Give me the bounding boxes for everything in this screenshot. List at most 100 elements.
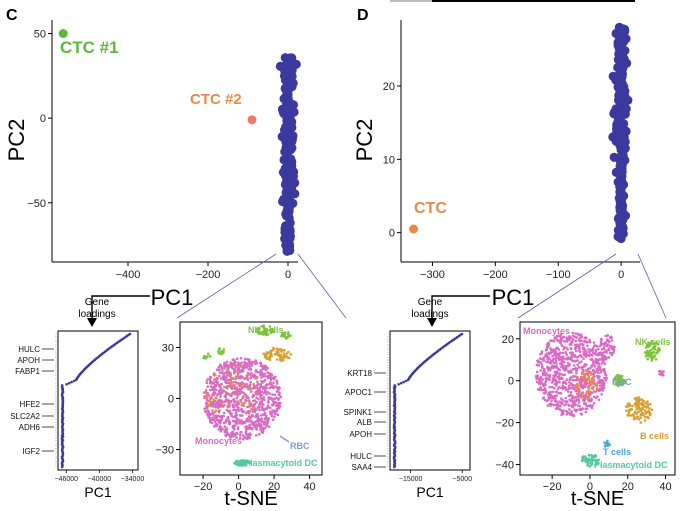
monocyte-cell <box>240 407 243 411</box>
monocyte-cell <box>270 414 274 418</box>
monocyte-cell <box>262 366 265 370</box>
monocyte-cell <box>254 368 258 372</box>
orange-cell <box>580 380 583 384</box>
monocyte-cell <box>241 420 245 424</box>
monocyte-cell <box>535 380 539 384</box>
monocyte-cell <box>573 347 577 351</box>
monocyte-cell <box>597 377 600 380</box>
monocyte-cell <box>205 399 209 402</box>
monocyte-cell <box>560 358 564 362</box>
monocyte-cell <box>578 408 581 411</box>
cluster-label-rbc: RBC <box>612 377 632 387</box>
orange-cell <box>227 401 230 405</box>
orange-cell <box>242 383 246 386</box>
cell-point <box>622 58 632 68</box>
monocyte-cell <box>551 377 555 380</box>
monocyte-cell <box>223 367 226 370</box>
monocyte-cell <box>560 413 563 417</box>
monocyte-cell <box>572 364 576 367</box>
monocyte-cell <box>598 357 601 361</box>
monocyte-cell <box>564 400 567 403</box>
pdc-cell <box>237 463 241 467</box>
nk-cell <box>652 345 656 349</box>
nk-cell <box>203 354 206 358</box>
bcell-cell <box>287 356 291 360</box>
monocyte-cell <box>559 376 563 380</box>
orange-cell <box>585 395 589 398</box>
monocyte-cell <box>225 433 229 436</box>
nk-cell <box>258 327 261 331</box>
pdc-cell <box>588 454 591 457</box>
monocyte-cell <box>259 428 262 431</box>
monocyte-cell <box>273 415 276 419</box>
bcell-cell <box>289 353 293 356</box>
monocyte-cell <box>581 407 584 410</box>
tcell-cell <box>603 444 607 448</box>
orange-cell <box>240 403 244 407</box>
monocyte-cell <box>544 380 548 383</box>
cluster-label-nk: NK cells <box>635 337 671 347</box>
nk-cell <box>653 348 657 351</box>
monocyte-cell <box>552 339 556 343</box>
monocyte-cell <box>222 405 225 408</box>
monocyte-cell <box>268 406 272 410</box>
monocyte-cell <box>545 348 549 351</box>
monocyte-cell <box>574 359 578 363</box>
monocyte-cell <box>213 414 216 418</box>
monocyte-cell <box>598 363 601 366</box>
monocyte-cell <box>208 375 212 379</box>
monocyte-cell <box>580 413 583 416</box>
monocyte-cell <box>216 404 220 408</box>
monocyte-cell <box>238 383 241 387</box>
monocyte-cell <box>553 353 556 356</box>
nk-cell <box>655 351 658 355</box>
cell-point <box>280 127 290 137</box>
monocyte-cell <box>561 351 564 355</box>
monocyte-cell <box>562 381 566 385</box>
orange-cell <box>589 390 592 393</box>
monocyte-cell <box>583 382 586 385</box>
monocyte-cell <box>571 334 575 338</box>
orange-cell <box>586 385 590 389</box>
monocyte-cell <box>255 396 258 400</box>
monocyte-cell <box>271 418 275 422</box>
monocyte-cell <box>577 404 580 407</box>
monocyte-cell <box>233 424 237 427</box>
monocyte-cell <box>541 358 545 362</box>
orange-cell <box>219 383 222 386</box>
cell-point <box>285 225 295 235</box>
pdc-cell <box>594 459 597 462</box>
monocyte-cell <box>235 432 239 436</box>
monocyte-cell <box>255 401 258 404</box>
monocyte-cell <box>227 415 230 419</box>
orange-cell <box>242 394 245 398</box>
monocyte-cell <box>591 346 595 350</box>
monocyte-cell <box>213 420 217 423</box>
monocyte-cell <box>218 399 221 403</box>
monocyte-cell <box>247 364 251 368</box>
nk-cell <box>654 341 657 345</box>
monocyte-cell <box>238 370 242 374</box>
monocyte-cell <box>547 398 550 402</box>
monocyte-cell <box>271 393 274 396</box>
monocyte-cell <box>266 406 269 410</box>
orange-cell <box>589 383 593 386</box>
monocyte-cell <box>588 405 592 408</box>
monocyte-cell <box>266 371 270 374</box>
cell-point <box>615 161 625 171</box>
monocyte-cell <box>562 360 565 363</box>
monocyte-cell <box>561 398 565 402</box>
nk-cell <box>650 340 653 343</box>
monocyte-cell <box>223 430 226 434</box>
orange-cell <box>587 387 591 391</box>
monocyte-cell <box>539 369 542 372</box>
bcell-cell <box>637 399 640 403</box>
nk-cell <box>269 331 273 335</box>
x-tick-label: 20 <box>268 481 280 493</box>
monocyte-cell <box>272 386 275 390</box>
monocyte-cell <box>245 418 249 421</box>
monocyte-cell <box>220 428 223 431</box>
monocyte-cell <box>234 414 237 418</box>
nk-cell <box>217 347 221 351</box>
bcell-cell <box>646 403 650 406</box>
